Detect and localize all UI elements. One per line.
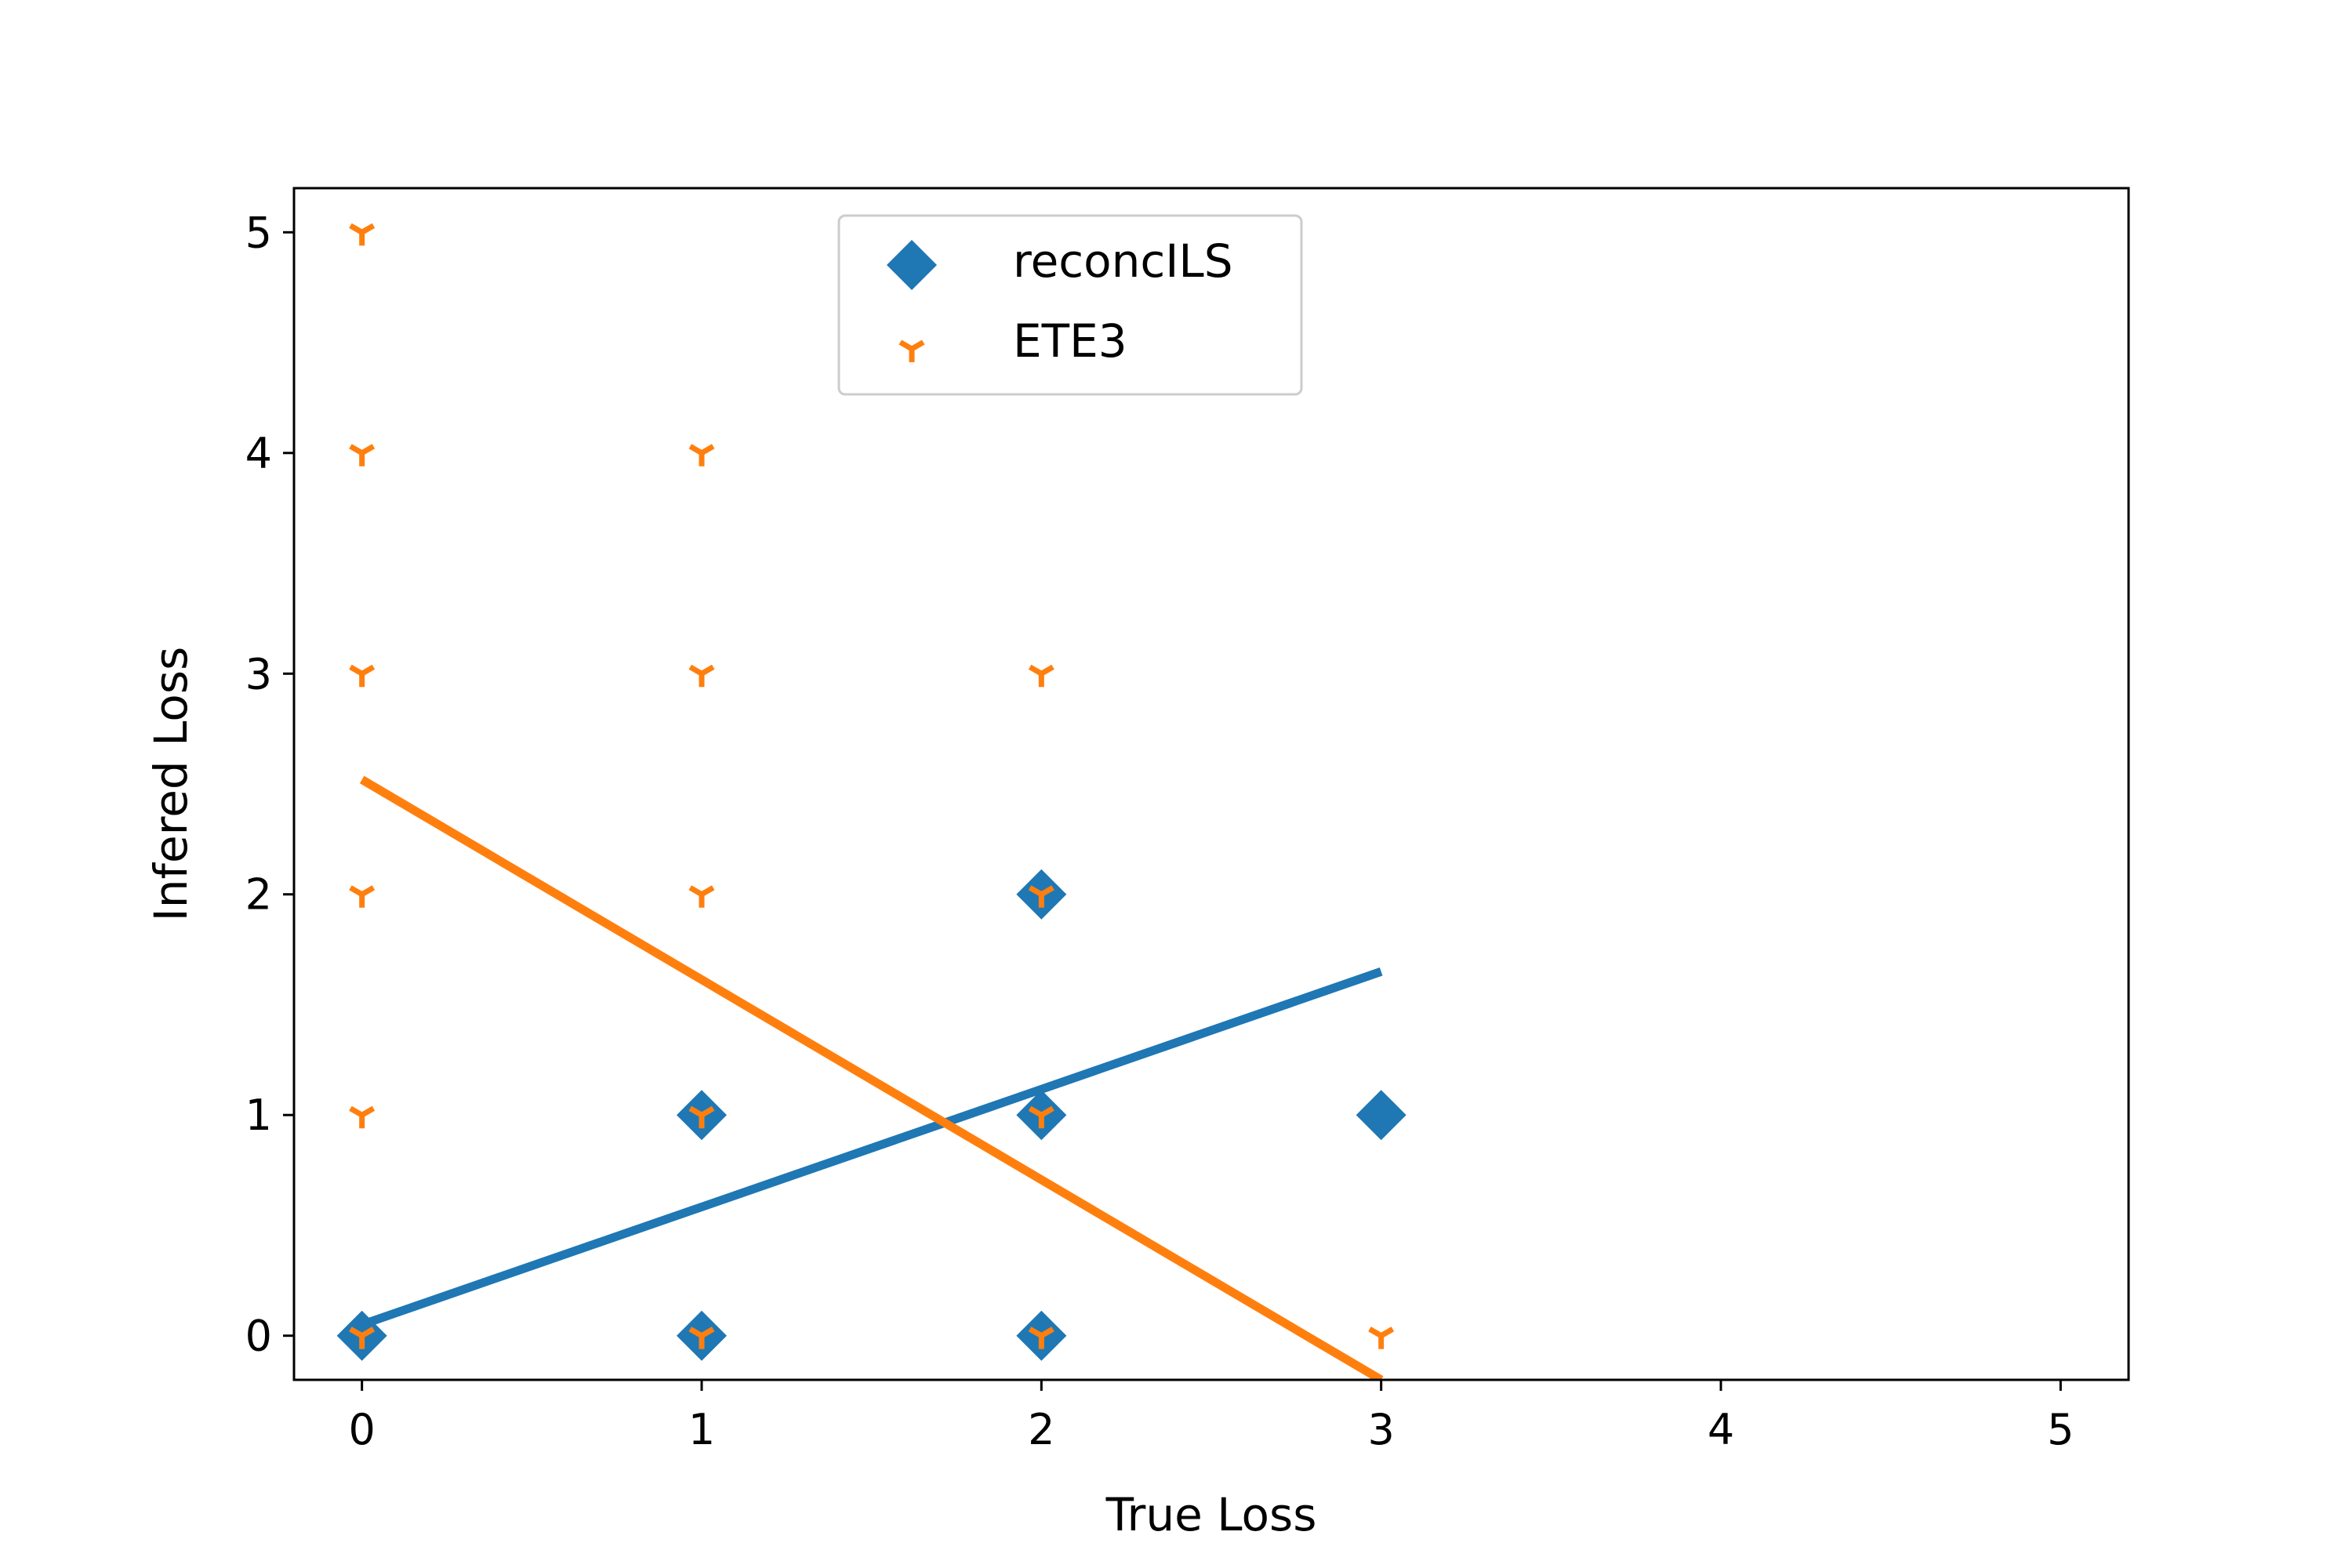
- y-axis-title: Infered Loss: [144, 647, 198, 922]
- x-tick-label: 3: [1367, 1405, 1394, 1454]
- legend-marker-reconcils: [887, 240, 937, 290]
- point-ete3: [349, 885, 376, 908]
- point-ete3: [349, 1105, 376, 1129]
- point-ete3: [1368, 1327, 1395, 1349]
- point-reconcils: [1356, 1090, 1406, 1141]
- legend-diamond-icon: [887, 240, 937, 290]
- point-ete3: [1028, 885, 1054, 908]
- legend-box: [837, 214, 1303, 396]
- y-tick-label: 5: [245, 208, 272, 257]
- x-tick-label: 1: [688, 1405, 715, 1454]
- data-points: [336, 223, 1406, 1361]
- y-tick-label: 4: [245, 429, 272, 478]
- point-ete3: [349, 444, 376, 466]
- x-axis-title: True Loss: [1105, 1488, 1317, 1541]
- legend-label-ete3: ETE3: [1013, 314, 1127, 368]
- point-ete3: [688, 885, 715, 908]
- legend-marker-ete3: [898, 339, 925, 362]
- y-tick-label: 0: [245, 1312, 272, 1361]
- point-ete3: [1028, 1105, 1054, 1129]
- y-axis-ticks: 0 1 2 3 4 5: [245, 208, 294, 1361]
- point-ete3: [349, 664, 376, 688]
- legend-label-reconcils: reconcILS: [1013, 234, 1233, 288]
- y-tick-label: 2: [245, 870, 272, 920]
- y-tick-label: 3: [245, 649, 272, 699]
- x-tick-label: 5: [2047, 1405, 2074, 1454]
- legend-tri-icon: [898, 339, 925, 362]
- point-ete3: [349, 1327, 376, 1349]
- fit-lines: [359, 775, 1384, 1380]
- point-ete3: [349, 223, 376, 246]
- point-ete3: [688, 444, 715, 466]
- x-tick-label: 4: [1708, 1405, 1734, 1454]
- x-axis-ticks: 0 1 2 3 4 5: [348, 1380, 2074, 1454]
- fit-line-reconcils: [360, 967, 1383, 1329]
- point-ete3: [1028, 1327, 1054, 1349]
- point-ete3: [688, 1327, 715, 1349]
- point-ete3: [688, 664, 715, 688]
- plot-frame: [292, 187, 2130, 1381]
- fit-line-ete3: [359, 775, 1384, 1380]
- point-ete3: [688, 1105, 715, 1129]
- legend: reconcILS ETE3: [837, 214, 1303, 396]
- x-tick-label: 0: [348, 1405, 375, 1454]
- x-tick-label: 2: [1028, 1405, 1054, 1454]
- point-ete3: [1028, 664, 1054, 688]
- y-tick-label: 1: [245, 1091, 272, 1140]
